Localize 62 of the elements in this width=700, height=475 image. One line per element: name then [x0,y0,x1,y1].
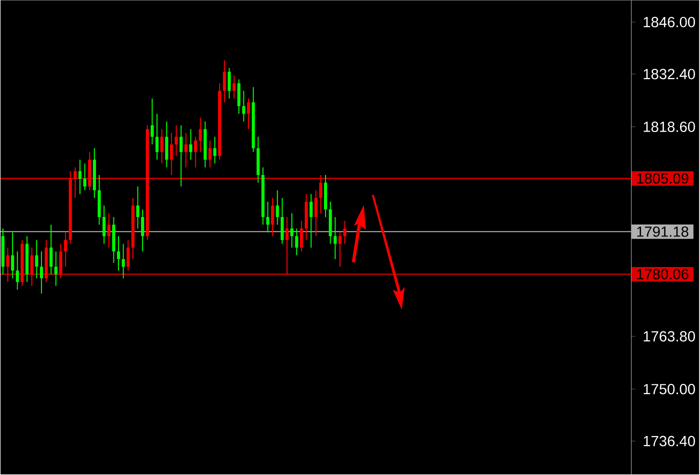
candlestick [16,251,19,290]
candlestick [338,232,342,268]
ref-line-label: 1780.06 [637,269,688,280]
candlestick [30,247,34,287]
candlestick [150,98,154,146]
candlestick [74,167,77,199]
candlestick [6,247,10,283]
candlestick [343,220,346,244]
candlestick [116,236,120,272]
candlestick [78,159,82,195]
candlestick [107,212,110,248]
candlestick [213,136,216,164]
candlestick [11,232,14,279]
candlestick [290,212,294,248]
y-tick-label: 1736.40 [644,436,695,446]
candlestick [232,75,236,100]
candlestick [334,216,337,260]
candlestick [126,240,130,272]
candlestick [180,124,183,188]
candlestick [280,198,284,244]
candlestick [198,117,202,153]
candlestick [208,140,212,168]
candlestick [300,220,304,252]
candlestick [242,90,246,122]
ref-line-label: 1805.09 [637,173,688,184]
candlestick [319,174,322,214]
candlestick [271,198,274,237]
candlestick [64,232,68,268]
candlestick [228,68,231,100]
candlestick [170,132,174,176]
candlestick [222,60,226,104]
candlestick [314,190,318,237]
candlestick [59,243,62,279]
candlestick [165,121,168,168]
y-tick-label: 1750.00 [644,384,695,394]
y-tick-label: 1763.80 [644,331,695,342]
candlestick [136,186,140,230]
candlestick [295,228,298,256]
y-tick-label: 1832.40 [644,69,695,80]
ref-line-label: 1791.18 [637,226,688,238]
candlestick [54,251,58,287]
candlestick [102,205,106,244]
candlestick [174,124,178,157]
candlestick [276,190,279,226]
y-tick-label: 1818.60 [644,122,695,132]
candlestick [184,132,188,168]
candlestick [141,209,144,252]
y-tick-label: 1846.00 [644,17,695,28]
candlestick [237,79,240,114]
candlestick [189,128,192,160]
candlestick [266,201,270,234]
candlestick [50,224,53,276]
candlestick [246,98,250,130]
candlestick [155,114,159,160]
candlestick [285,216,289,276]
candlestick [122,243,125,279]
candlestick [160,128,164,164]
candlestick [40,251,43,294]
candlestick [83,163,86,191]
candlestick [310,194,313,248]
candlestick [194,136,198,168]
candlestick [35,240,38,279]
